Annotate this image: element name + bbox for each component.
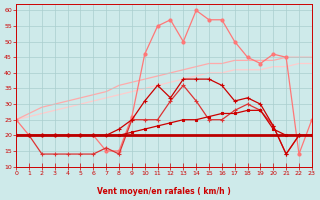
X-axis label: Vent moyen/en rafales ( km/h ): Vent moyen/en rafales ( km/h ) bbox=[97, 187, 231, 196]
